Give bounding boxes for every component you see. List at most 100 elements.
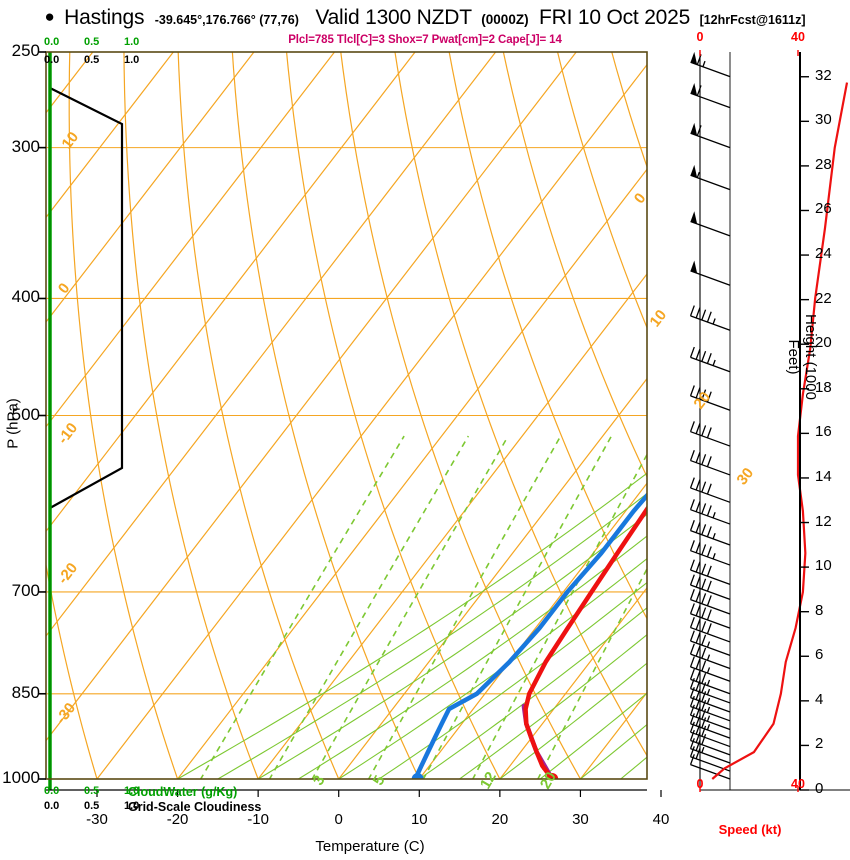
isotherm-line: [257, 273, 647, 779]
moist-adiabat-line: [378, 581, 647, 779]
pressure-tick-label: 1000: [2, 768, 40, 787]
cloudiness-tick-label-top: 1.0: [124, 54, 140, 66]
wind-barb: [689, 630, 731, 656]
wind-barb: [689, 540, 731, 566]
cloudwater-tick-label-top: 1.0: [124, 36, 140, 48]
wind-barb: [690, 122, 731, 149]
height-tick-label: 12: [815, 512, 832, 530]
height-tick-label: 2: [815, 735, 824, 753]
page-title: ● Hastings -39.645°,176.766° (77,76) Val…: [0, 6, 850, 32]
height-tick-label: 24: [815, 245, 832, 263]
moist-adiabat-line: [459, 634, 647, 779]
wind-barb: [690, 260, 731, 286]
isotherm-line: [46, 52, 497, 637]
dry-adiabat-line: [68, 52, 179, 779]
dry-adiabat-line: [46, 561, 98, 779]
pressure-tick-label: 400: [11, 287, 40, 307]
height-tick-label: 22: [815, 289, 832, 307]
valid-date: FRI 10 Oct 2025: [539, 6, 691, 29]
wind-barb: [689, 346, 731, 373]
dry-adiabat-line: [556, 52, 647, 330]
temperature-tick-label: -30: [86, 811, 108, 828]
wind-barb: [689, 305, 731, 331]
cloudiness-tick-label-bottom: 0.0: [44, 800, 60, 812]
cloudwater-tick-label-bottom: 0.5: [84, 785, 100, 797]
wind-barb: [689, 617, 731, 643]
height-tick-label: 4: [815, 690, 824, 708]
station-coords: -39.645°,176.766° (77,76): [154, 13, 299, 27]
isotherm-line: [96, 63, 647, 779]
wind-barb: [689, 656, 731, 682]
wind-barb: [689, 721, 731, 748]
valid-time: Valid 1300 NZDT: [315, 6, 472, 29]
temperature-profile-curve: [523, 505, 647, 779]
pressure-axis-label: P (hPa): [4, 398, 22, 449]
height-tick-label: 18: [815, 378, 832, 396]
wind-barb: [689, 695, 731, 722]
height-tick-label: 10: [815, 557, 832, 575]
pressure-tick-label: 850: [11, 682, 40, 702]
isotherm-line: [46, 52, 577, 742]
height-tick-label: 14: [815, 467, 832, 485]
cloudiness-tick-label-bottom: 1.0: [124, 800, 140, 812]
isotherm-line: [46, 52, 255, 324]
dry-adiabat-line: [502, 52, 647, 479]
moist-adiabat-line: [217, 492, 647, 779]
isotherm-line: [177, 168, 647, 779]
wind-barb: [689, 668, 731, 695]
temperature-tick-label: 20: [491, 811, 509, 828]
speed-axis-label: Speed (kt): [718, 822, 782, 837]
wind-barb: [690, 164, 731, 191]
isotherm-line: [46, 52, 174, 219]
wind-barb: [689, 574, 731, 601]
dry-adiabat-line: [394, 52, 647, 757]
height-tick-label: 8: [815, 601, 824, 619]
wind-barb: [689, 477, 731, 503]
pressure-tick-label: 700: [11, 580, 40, 600]
station-name: Hastings: [64, 6, 145, 29]
cloudiness-tick-label-top: 0.0: [44, 54, 60, 66]
wind-barb: [689, 713, 731, 739]
dry-adiabat-line: [123, 52, 259, 779]
isotherm-line: [338, 377, 647, 779]
mixing-ratio-line: [471, 452, 647, 779]
cloudwater-tick-label-bottom: 0.0: [44, 785, 60, 797]
wind-barb: [689, 589, 731, 615]
height-tick-label: 16: [815, 423, 832, 441]
temperature-axis-label: Temperature (C): [315, 838, 425, 855]
speed-tick-label-top: 0: [696, 30, 704, 44]
moist-adiabat-line: [257, 513, 647, 779]
valid-utc: (0000Z): [481, 12, 529, 27]
height-axis-label: Height (1000 Feet): [785, 314, 819, 400]
mixing-ratio-line: [537, 567, 647, 779]
cloudiness-legend-label: Grid-Scale Cloudiness: [128, 800, 262, 814]
wind-barb: [689, 643, 731, 670]
height-tick-label: 0: [815, 780, 824, 797]
cloudwater-legend-label: CloudWater (g/Kg): [128, 785, 238, 799]
wind-barb: [689, 450, 731, 476]
temperature-tick-label: -20: [166, 811, 189, 828]
cloudiness-tick-label-bottom: 0.5: [84, 800, 100, 812]
wind-barb: [689, 559, 731, 586]
isotherm-line: [46, 52, 416, 533]
wind-barb: [689, 520, 731, 546]
temperature-tick-label: 40: [652, 811, 670, 828]
temperature-tick-label: -10: [247, 811, 269, 828]
pressure-tick-label: 500: [11, 404, 40, 424]
moist-adiabat-line: [177, 472, 647, 779]
height-tick-label: 26: [815, 200, 832, 218]
height-tick-label: 32: [815, 66, 832, 84]
dry-adiabat-line: [231, 52, 420, 779]
moist-adiabat-line: [539, 692, 647, 779]
mixing-ratio-line: [367, 435, 562, 779]
height-tick-label: 6: [815, 646, 824, 664]
moist-adiabat-line: [338, 557, 647, 779]
stability-indices: Plcl=785 Tlcl[C]=3 Shox=7 Pwat[cm]=2 Cap…: [288, 34, 562, 46]
wind-barb: [689, 738, 731, 764]
speed-tick-label-bottom: 40: [791, 777, 805, 791]
dry-adiabat-line: [448, 52, 647, 620]
wind-barb: [690, 82, 731, 109]
cloudwater-tick-label-bottom: 1.0: [124, 785, 140, 797]
pressure-tick-label: 250: [11, 41, 40, 60]
mixing-ratio-line: [311, 435, 509, 779]
